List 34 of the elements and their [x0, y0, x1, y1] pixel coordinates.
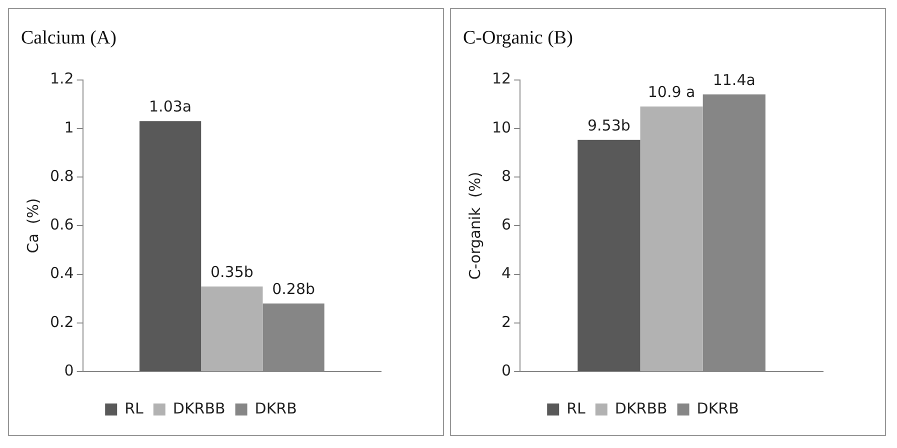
legend-label: DKRB — [696, 399, 739, 418]
y-tick-label: 0 — [502, 361, 512, 380]
y-tick-label: 8 — [502, 166, 512, 185]
chart-title: Calcium (A) — [21, 27, 117, 48]
chart-title: C-Organic (B) — [463, 27, 573, 48]
data-label: 9.53b — [587, 116, 630, 134]
y-tick-label: 1.2 — [50, 70, 74, 88]
y-tick-label: 0.6 — [50, 216, 74, 234]
bar — [640, 106, 703, 372]
y-tick-label: 0.4 — [50, 264, 74, 282]
y-tick-label: 0 — [64, 361, 74, 380]
legend-label: RL — [124, 399, 144, 418]
y-tick-label: 10 — [492, 118, 512, 136]
legend-label: RL — [566, 399, 586, 418]
legend-label: DKRBB — [614, 399, 668, 418]
y-axis-title: C-organik (%) — [466, 172, 484, 280]
bar — [578, 140, 640, 372]
y-tick-label: 0.8 — [50, 166, 74, 185]
y-axis-title: Ca (%) — [24, 198, 42, 254]
y-tick-label: 1 — [64, 118, 74, 136]
bar — [201, 286, 263, 372]
y-tick-label: 6 — [502, 216, 512, 234]
data-label: 11.4a — [712, 70, 756, 89]
y-tick-label: 0.2 — [50, 312, 74, 331]
data-label: 0.35b — [210, 262, 254, 281]
y-tick-label: 12 — [492, 70, 512, 88]
y-tick-label: 4 — [502, 264, 512, 282]
data-label: 10.9 a — [648, 82, 696, 101]
y-tick-label: 2 — [502, 312, 512, 331]
legend-label: DKRB — [254, 399, 297, 418]
data-label: 0.28b — [272, 280, 316, 298]
bar — [140, 121, 202, 372]
data-label: 1.03a — [149, 98, 192, 116]
legend-label: DKRBB — [172, 399, 226, 418]
